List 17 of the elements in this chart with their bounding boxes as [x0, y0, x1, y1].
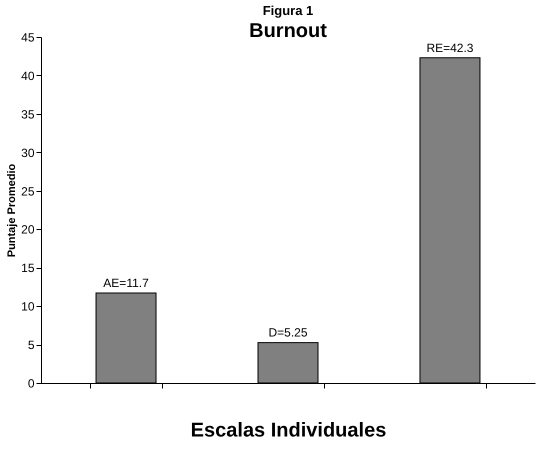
y-tick-label: 5 — [28, 338, 35, 352]
chart-title: Figura 1 — [262, 3, 314, 18]
y-axis-title: Puntaje Promedio — [6, 163, 18, 258]
text: AE=11.7 — [103, 276, 149, 290]
x-axis-title: Escalas Individuales — [190, 420, 386, 442]
y-tick-label: 35 — [21, 107, 35, 122]
y-tick-label: 20 — [21, 222, 35, 237]
text: D=5.25 — [268, 326, 308, 340]
y-tick-label: 45 — [21, 30, 35, 44]
y-tick-label: 40 — [21, 68, 35, 83]
y-tick-label: 30 — [21, 146, 35, 160]
text: RE=42.3 — [426, 40, 474, 55]
y-tick-label: 10 — [21, 300, 35, 314]
y-tick-label: 15 — [21, 261, 35, 276]
chart-subtitle: Burnout — [249, 20, 328, 42]
y-tick-label: 25 — [21, 184, 35, 198]
y-tick-label: 0 — [28, 376, 35, 390]
